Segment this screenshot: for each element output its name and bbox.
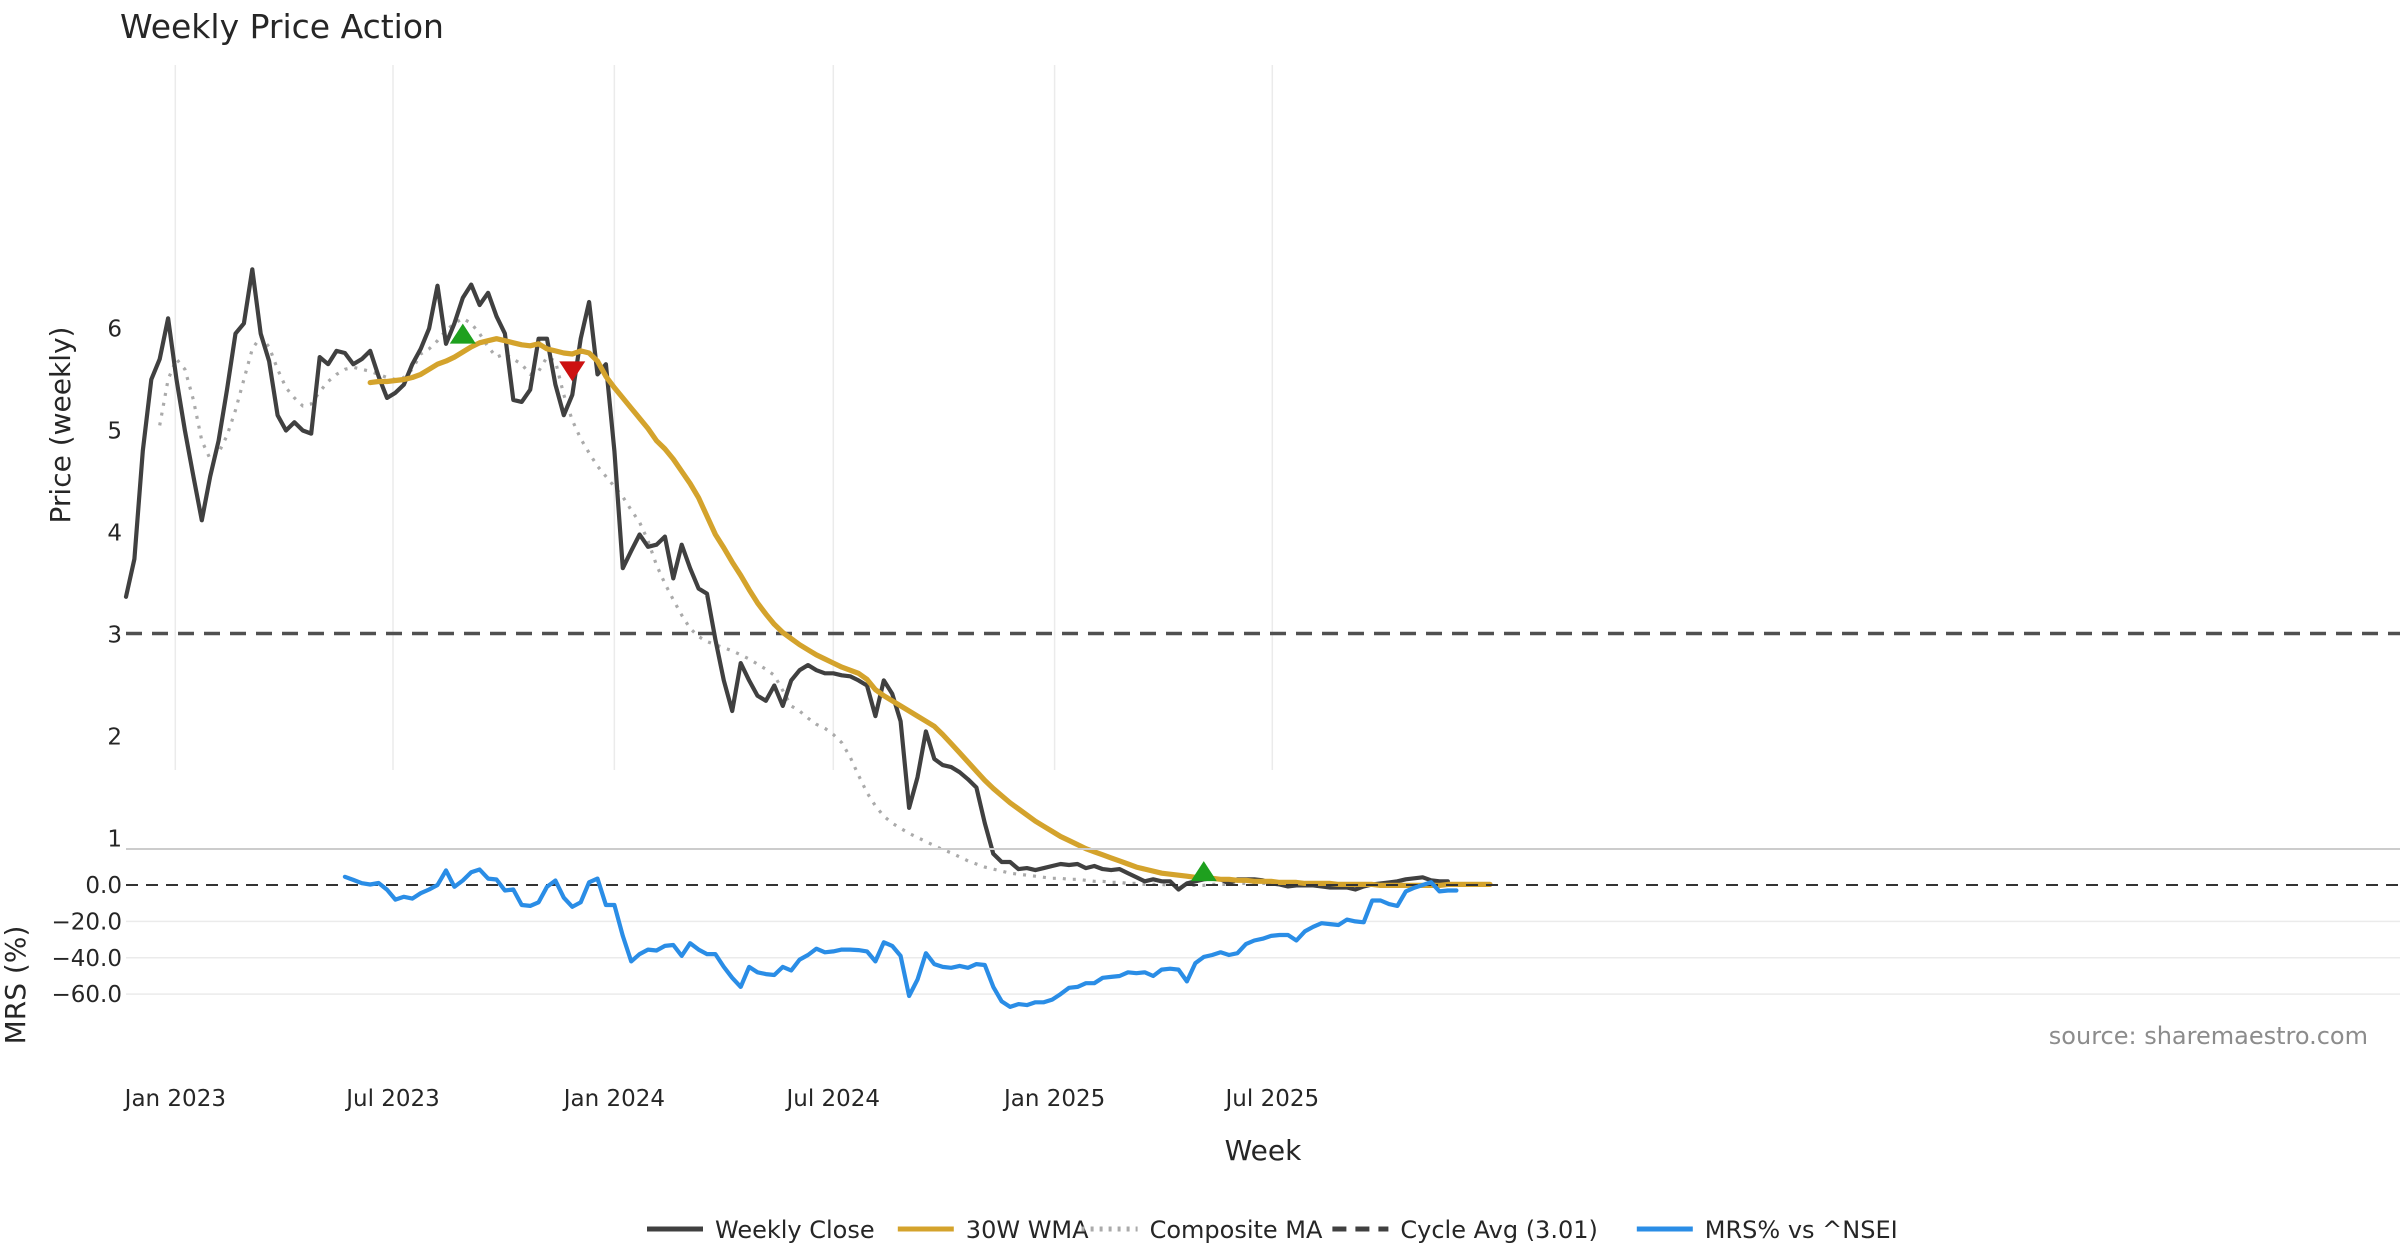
x-tick-label: Jul 2023 bbox=[344, 1086, 440, 1112]
buy-signal-marker bbox=[449, 323, 476, 344]
legend-label: Composite MA bbox=[1150, 1216, 1323, 1244]
mrs-y-axis-label: MRS (%) bbox=[0, 926, 32, 1045]
price-y-tick-label: 4 bbox=[107, 521, 122, 547]
price-y-tick-label: 6 bbox=[107, 317, 122, 343]
price-y-tick-label: 1 bbox=[107, 827, 122, 853]
x-tick-label: Jul 2025 bbox=[1224, 1086, 1320, 1112]
series-weekly-close bbox=[123, 267, 1451, 892]
legend-label: MRS% vs ^NSEI bbox=[1705, 1216, 1898, 1244]
price-panel: 1 2 3 4 5 6 Weekly Price Action Price (weekly… bbox=[44, 7, 2400, 892]
mrs-y-tick-label: −20.0 bbox=[52, 909, 122, 935]
series-30w-wma bbox=[367, 336, 1493, 889]
legend: Weekly Close 30W WMA Composite MA Cycle Avg… bbox=[647, 1216, 1898, 1244]
mrs-grid bbox=[126, 920, 2400, 995]
series-composite-ma bbox=[158, 316, 1272, 888]
x-axis-label: Week bbox=[1225, 1134, 1302, 1167]
legend-label: Weekly Close bbox=[715, 1216, 875, 1244]
x-tick-label: Jan 2023 bbox=[123, 1086, 226, 1112]
price-y-tick-label: 3 bbox=[107, 623, 122, 649]
mrs-panel: 0.0−20.0−40.0−60.0 Jan 2023 Jul 2023 Jan 2… bbox=[0, 848, 2400, 1167]
price-y-ticks: 1 2 3 4 5 6 bbox=[107, 317, 122, 853]
x-tick-label: Jan 2024 bbox=[562, 1086, 665, 1112]
price-y-tick-label: 5 bbox=[107, 419, 122, 445]
price-grid bbox=[174, 65, 1274, 770]
chart-title: Weekly Price Action bbox=[120, 7, 444, 46]
mrs-y-ticks: 0.0 −20.0 −40.0 −60.0 bbox=[52, 873, 122, 1008]
sell-signal-marker bbox=[559, 361, 586, 382]
buy-signal-marker bbox=[1190, 861, 1217, 882]
x-tick-label: Jan 2025 bbox=[1002, 1086, 1105, 1112]
legend-label: Cycle Avg (3.01) bbox=[1400, 1216, 1597, 1244]
price-y-axis-label: Price (weekly) bbox=[44, 327, 77, 524]
source-label: source: sharemaestro.com bbox=[2049, 1022, 2368, 1050]
mrs-series bbox=[342, 867, 1459, 1010]
series-mrs-vs-nsei bbox=[342, 867, 1459, 1010]
x-tick-label: Jul 2024 bbox=[784, 1086, 880, 1112]
signal-markers bbox=[449, 323, 1217, 882]
mrs-y-tick-label: −40.0 bbox=[52, 946, 122, 972]
x-ticks: Jan 2023 Jul 2023 Jan 2024 Jul 2024 Jan 2025… bbox=[123, 1086, 1319, 1112]
price-series bbox=[123, 267, 1493, 892]
mrs-y-tick-label: 0.0 bbox=[85, 873, 122, 899]
price-y-tick-label: 2 bbox=[107, 725, 122, 751]
mrs-y-tick-label: −60.0 bbox=[52, 982, 122, 1008]
legend-label: 30W WMA bbox=[966, 1216, 1089, 1244]
